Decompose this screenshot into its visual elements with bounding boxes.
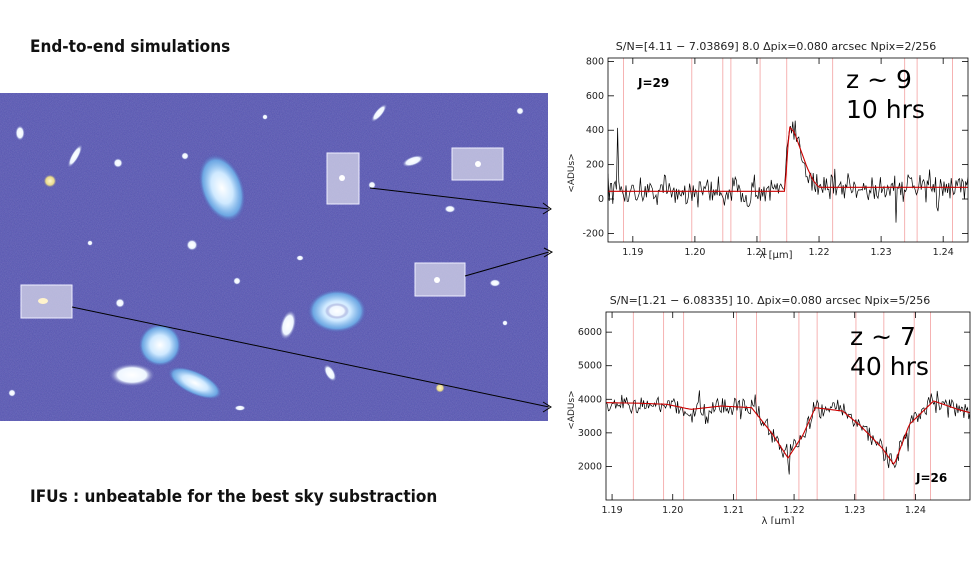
magnitude-label: J=26 [915, 471, 947, 485]
x-tick-label: 1.24 [933, 247, 954, 258]
slide-heading-top: End-to-end simulations [30, 37, 231, 57]
slide-heading-bottom: IFUs : unbeatable for the best sky subst… [30, 487, 438, 507]
y-tick-label: 5000 [578, 361, 602, 372]
galaxy [43, 174, 57, 188]
galaxy [15, 125, 25, 141]
y-tick-label: -200 [582, 228, 604, 239]
x-tick-label: 1.22 [783, 505, 804, 516]
galaxy [296, 255, 304, 261]
y-tick-label: 0 [598, 194, 604, 205]
galaxy [262, 114, 268, 120]
selection-boxes [20, 147, 504, 319]
magnitude-label: J=29 [637, 76, 669, 90]
model-series [606, 400, 970, 465]
y-tick-label: 6000 [578, 327, 602, 338]
plot-area: 1.19 1.20 1.21 1.22 1.23 1.24 2000 3000 4000 5000… [578, 311, 971, 516]
target-galaxy [339, 175, 345, 181]
galaxy [113, 158, 123, 168]
galaxy [325, 303, 349, 319]
simulated-deep-field-image [0, 93, 548, 421]
spectrum-chart-z7: S/N=[1.21 − 6.08335] 10. Δpix=0.080 arcs… [567, 294, 971, 524]
galaxy [234, 405, 246, 411]
x-tick-label: 1.24 [905, 505, 926, 516]
galaxy [108, 363, 156, 387]
y-tick-label: 200 [586, 160, 604, 171]
plot-frame [607, 57, 969, 243]
redshift-label: z ~ 7 [850, 322, 916, 351]
galaxy [368, 181, 376, 189]
y-tick-label: 4000 [578, 394, 602, 405]
galaxy [233, 277, 241, 285]
galaxy [401, 154, 425, 168]
x-tick-label: 1.22 [808, 247, 829, 258]
x-tick-label: 1.20 [662, 505, 683, 516]
y-tick-label: 600 [586, 91, 604, 102]
redshift-label: z ~ 9 [846, 65, 912, 94]
target-galaxy [475, 161, 481, 167]
data-series [608, 120, 968, 223]
chart-title: S/N=[4.11 − 7.03869] 8.0 Δpix=0.080 arcs… [616, 40, 936, 53]
x-tick-label: 1.20 [684, 247, 705, 258]
x-axis-label: λ [μm] [761, 516, 794, 524]
data-series [606, 390, 970, 475]
sky-noise [0, 93, 548, 421]
ifu-box-3 [414, 262, 466, 297]
x-tick-label: 1.21 [746, 247, 767, 258]
galaxy [67, 143, 83, 169]
galaxy [370, 103, 388, 123]
galaxy [181, 152, 189, 160]
exposure-label: 10 hrs [846, 95, 925, 124]
galaxy [115, 298, 125, 308]
galaxy [444, 205, 456, 213]
galaxy [197, 153, 247, 223]
x-tick-label: 1.19 [601, 505, 622, 516]
x-axis-label: λ [μm] [759, 250, 792, 260]
plot-area: 1.19 1.20 1.21 1.22 1.23 1.24 -200 0 200 400 600 80… [582, 56, 969, 258]
y-tick-label: 400 [586, 125, 604, 136]
y-axis-label: <ADUs> [567, 390, 577, 429]
galaxy [87, 240, 93, 246]
galaxy [516, 107, 524, 115]
x-tick-label: 1.23 [844, 505, 865, 516]
x-tick-label: 1.23 [871, 247, 892, 258]
target-galaxy [434, 277, 440, 283]
galaxy [138, 323, 182, 367]
plot-frame [605, 311, 971, 501]
chart-title: S/N=[1.21 − 6.08335] 10. Δpix=0.080 arcs… [610, 294, 930, 307]
model-series [608, 126, 968, 192]
y-tick-label: 2000 [578, 461, 602, 472]
galaxy [435, 383, 445, 393]
galaxy [186, 239, 198, 251]
galaxy [489, 279, 501, 287]
galaxy [502, 320, 508, 326]
spectrum-chart-z9: S/N=[4.11 − 7.03869] 8.0 Δpix=0.080 arcs… [567, 40, 969, 260]
x-tick-label: 1.19 [622, 247, 643, 258]
y-axis-label: <ADUs> [567, 153, 577, 192]
x-tick-label: 1.21 [723, 505, 744, 516]
y-tick-label: 800 [586, 56, 604, 67]
y-tick-label: 3000 [578, 428, 602, 439]
galaxy [8, 389, 16, 397]
target-galaxy [38, 298, 48, 304]
exposure-label: 40 hrs [850, 352, 929, 381]
ifu-box-4 [20, 284, 73, 319]
